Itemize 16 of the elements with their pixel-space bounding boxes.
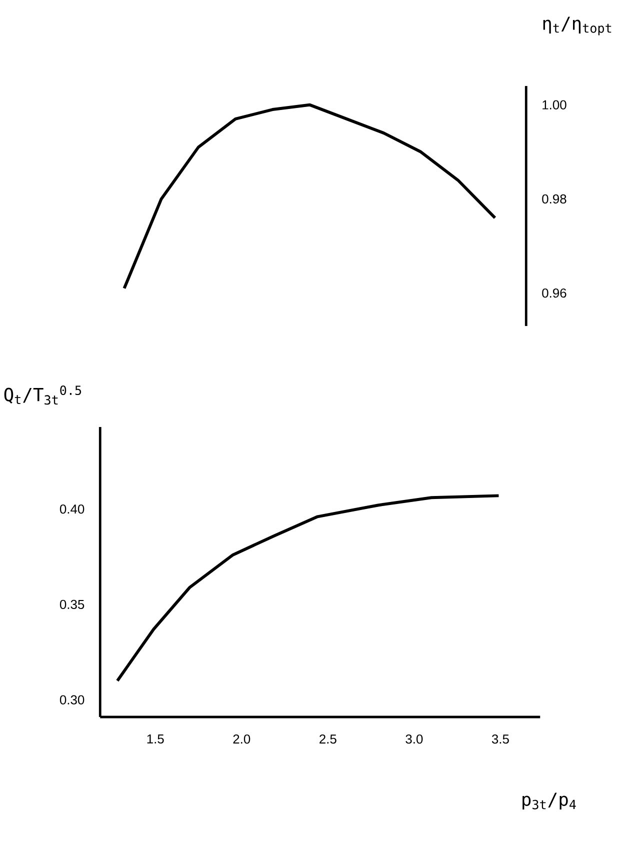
y-tick-label: 0.30	[60, 695, 84, 704]
x-tick-label: 2.5	[319, 734, 336, 744]
x-tick-label: 3.0	[406, 734, 423, 744]
y-axis-title: η$_{t}$/η$_{topt}$	[543, 16, 612, 36]
x-tick-label: 2.0	[233, 734, 250, 744]
y-tick-label: 1.00	[542, 100, 566, 110]
y-tick-label: 0.35	[60, 600, 84, 610]
y-tick-label: 0.98	[542, 194, 566, 204]
y-axis-title: Q$_{t}$/T$_{3t}$0.5	[4, 386, 81, 405]
x-tick-label: 1.5	[147, 734, 164, 744]
x-tick-label: 3.5	[492, 734, 509, 744]
y-tick-label: 0.40	[60, 504, 84, 514]
line-series	[122, 103, 496, 290]
line-series	[116, 494, 500, 682]
y-tick-label: 0.96	[542, 288, 566, 298]
x-axis-title: p$_{3t}$/p$_{4}$	[522, 792, 576, 810]
